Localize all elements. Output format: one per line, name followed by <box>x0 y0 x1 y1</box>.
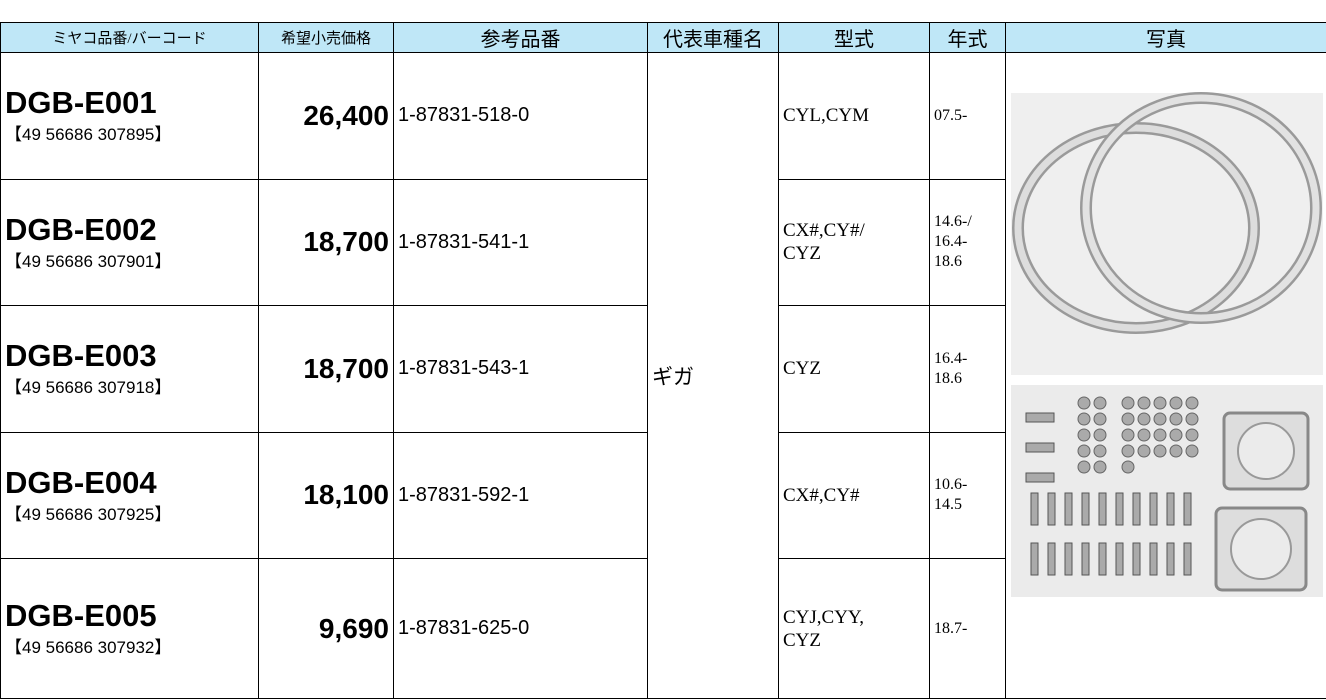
barcode: 【49 56686 307895】 <box>5 125 172 145</box>
model-line: CYJ,CYY, <box>783 606 864 628</box>
year-line: 07.5- <box>934 106 968 124</box>
part-cell: DGB-E004 【49 56686 307925】 <box>0 431 259 560</box>
barcode: 【49 56686 307918】 <box>5 378 172 398</box>
part-cell: DGB-E005 【49 56686 307932】 <box>0 558 259 699</box>
price: 26,400 <box>258 52 394 180</box>
price: 18,700 <box>258 305 394 433</box>
price: 18,100 <box>258 431 394 560</box>
year-line: 14.5 <box>934 496 962 514</box>
part-cell: DGB-E001 【49 56686 307895】 <box>0 52 259 180</box>
year-line: 10.6- <box>934 476 968 494</box>
header-cell: ミヤコ品番/バーコード <box>0 22 259 53</box>
parts-table: ミヤコ品番/バーコード 希望小売価格 参考品番 代表車種名 型式 年式 写真 DGB-E00… <box>0 22 1326 699</box>
part-number: DGB-E002 <box>5 211 157 247</box>
table-row: DGB-E003 【49 56686 307918】 18,700 1-87831-5… <box>0 305 1326 433</box>
ref-number: 1-87831-625-0 <box>393 558 648 699</box>
header-cell: 写真 <box>1005 22 1326 53</box>
year-line: 18.7- <box>934 619 968 637</box>
year-cell: 07.5- <box>929 52 1006 180</box>
ref-number: 1-87831-592-1 <box>393 431 648 560</box>
part-number: DGB-E004 <box>5 464 157 500</box>
ref-number: 1-87831-541-1 <box>393 178 648 307</box>
header-cell: 希望小売価格 <box>258 22 394 53</box>
table-body: DGB-E001 【49 56686 307895】 26,400 1-87831-5… <box>0 52 1326 699</box>
year-cell: 18.7- <box>929 558 1006 699</box>
header-cell: 型式 <box>778 22 930 53</box>
ref-number: 1-87831-543-1 <box>393 305 648 433</box>
year-line: 16.4- <box>934 349 968 367</box>
year-line: 16.4- <box>934 233 968 251</box>
part-number: DGB-E005 <box>5 598 157 634</box>
table-row: DGB-E004 【49 56686 307925】 18,100 1-87831-5… <box>0 431 1326 560</box>
year-line: 18.6 <box>934 253 962 271</box>
table-row: DGB-E005 【49 56686 307932】 9,690 1-87831-62… <box>0 558 1326 699</box>
model-line: CYZ <box>783 243 821 265</box>
model-cell: CYZ <box>778 305 930 433</box>
price: 9,690 <box>258 558 394 699</box>
part-number: DGB-E003 <box>5 338 157 374</box>
model-cell: CYJ,CYY, CYZ <box>778 558 930 699</box>
part-cell: DGB-E002 【49 56686 307901】 <box>0 178 259 307</box>
table-row: DGB-E001 【49 56686 307895】 26,400 1-87831-5… <box>0 52 1326 699</box>
part-number: DGB-E001 <box>5 85 157 121</box>
year-line: 14.6-/ <box>934 213 972 231</box>
model-line: CX#,CY# <box>783 484 860 506</box>
year-cell: 10.6- 14.5 <box>929 431 1006 560</box>
model-line: CYL,CYM <box>783 105 870 127</box>
header-cell: 年式 <box>929 22 1006 53</box>
part-cell: DGB-E003 【49 56686 307918】 <box>0 305 259 433</box>
barcode: 【49 56686 307925】 <box>5 504 172 524</box>
model-line: CYZ <box>783 358 821 380</box>
header-cell: 代表車種名 <box>647 22 779 53</box>
model-cell: CYL,CYM <box>778 52 930 180</box>
photo <box>1011 92 1323 597</box>
barcode: 【49 56686 307901】 <box>5 251 172 271</box>
year-line: 18.6 <box>934 369 962 387</box>
model-line: CX#,CY#/ <box>783 220 865 242</box>
header-row: ミヤコ品番/バーコード 希望小売価格 参考品番 代表車種名 型式 年式 写真 <box>0 22 1326 53</box>
model-cell: CX#,CY# <box>778 431 930 560</box>
table-row: DGB-E002 【49 56686 307901】 18,700 1-87831-5… <box>0 178 1326 307</box>
photo-cell <box>1005 52 1326 699</box>
year-cell: 16.4- 18.6 <box>929 305 1006 433</box>
vehicle: ギガ <box>647 52 779 699</box>
header-cell: 参考品番 <box>393 22 648 53</box>
year-cell: 14.6-/ 16.4- 18.6 <box>929 178 1006 307</box>
barcode: 【49 56686 307932】 <box>5 638 172 658</box>
model-cell: CX#,CY#/CYZ <box>778 178 930 307</box>
model-line: CYZ <box>783 629 821 651</box>
price: 18,700 <box>258 178 394 307</box>
ref-number: 1-87831-518-0 <box>393 52 648 180</box>
